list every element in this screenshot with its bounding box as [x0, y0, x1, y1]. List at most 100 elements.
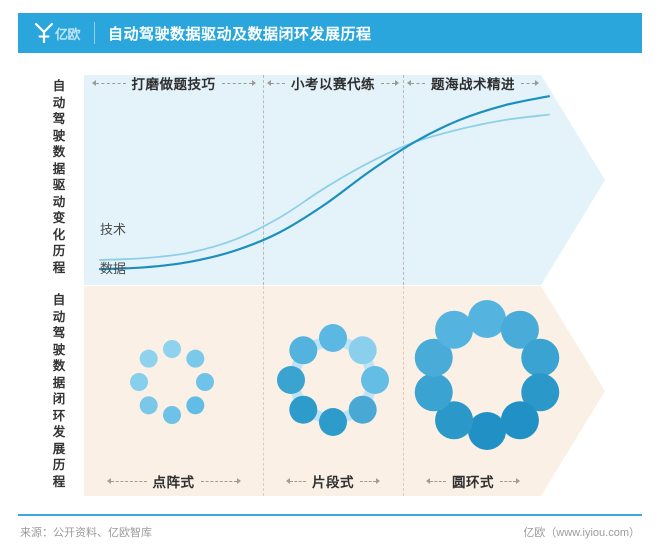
- bottom-phase-1: 点阵式: [84, 470, 263, 492]
- side-label-bottom-char: 展: [52, 441, 66, 456]
- side-label-top-char: 自: [52, 79, 66, 93]
- page-title: 自动驾驶数据驱动及数据闭环发展历程: [108, 25, 372, 43]
- yiou-logo-icon: [34, 22, 54, 44]
- ring-dot: [521, 338, 560, 377]
- logo-text: 亿欧: [55, 26, 81, 42]
- curve-label-tech: 技术: [100, 222, 127, 237]
- side-label-top-char: 程: [52, 260, 66, 275]
- divider-bottom-1: [263, 286, 264, 496]
- side-label-bottom: 自动驾驶数据闭环发展历程: [47, 292, 71, 490]
- bottom-phase-3-label: 圆环式: [452, 475, 494, 490]
- side-label-bottom-char: 程: [52, 474, 66, 489]
- ring-dot: [289, 336, 318, 365]
- ring-pattern-circle: [414, 300, 560, 450]
- side-label-top-char: 动: [52, 95, 66, 110]
- ring-dot: [289, 395, 318, 424]
- ring-dot: [277, 366, 305, 394]
- ring-dot: [468, 300, 506, 338]
- top-phase-2-label: 小考以赛代练: [291, 77, 375, 92]
- arrow-right-icon: [200, 478, 241, 484]
- ring-dot: [348, 336, 377, 365]
- ring-dot: [435, 401, 474, 440]
- ring-dot: [186, 396, 205, 415]
- arrow-left-icon: [426, 478, 446, 484]
- arrow-right-icon: [360, 478, 380, 484]
- arrow-left-icon: [286, 478, 306, 484]
- arrow-left-icon: [267, 80, 285, 86]
- footer-source: 来源：公开资料、亿欧智库: [20, 527, 152, 539]
- side-label-bottom-char: 环: [52, 408, 66, 423]
- ring-dot: [521, 373, 560, 412]
- footer-divider: [18, 514, 642, 516]
- header-bar: 亿欧 自动驾驶数据驱动及数据闭环发展历程: [18, 13, 642, 53]
- ring-dot: [139, 349, 158, 368]
- curve-data: [98, 95, 551, 271]
- bottom-phase-3: 圆环式: [403, 470, 543, 492]
- growth-curve-chart: [98, 95, 551, 271]
- logo: 亿欧: [34, 22, 81, 44]
- side-label-bottom-char: 动: [52, 309, 66, 324]
- side-label-top-char: 驶: [52, 128, 66, 143]
- side-label-top-char: 变: [52, 211, 66, 225]
- ring-pattern-dot-matrix: [130, 340, 214, 424]
- ring-dot: [414, 373, 453, 412]
- side-label-bottom-char: 据: [52, 375, 66, 390]
- arrow-right-icon: [500, 478, 520, 484]
- ring-dot: [468, 412, 506, 450]
- divider-bottom-2: [403, 286, 404, 496]
- arrow-right-icon: [221, 80, 256, 86]
- ring-dot: [500, 401, 539, 440]
- top-phase-1-label: 打磨做题技巧: [131, 77, 216, 92]
- arrow-left-icon: [91, 80, 126, 86]
- ring-dot: [163, 340, 181, 358]
- footer-brand: 亿欧（www.iyiou.com）: [523, 527, 640, 539]
- bottom-phase-2: 片段式: [263, 470, 403, 492]
- ring-dot: [319, 408, 347, 436]
- ring-dot: [130, 373, 148, 391]
- curve-tech: [99, 113, 550, 261]
- side-label-top-char: 驾: [52, 112, 66, 126]
- side-label-bottom-char: 驾: [52, 326, 66, 340]
- header-separator: [94, 22, 96, 44]
- side-label-top: 自动驾驶数据驱动变化历程: [47, 78, 71, 276]
- ring-dot: [348, 395, 377, 424]
- divider-top-1: [263, 75, 264, 285]
- side-label-bottom-char: 驶: [52, 342, 66, 357]
- ring-dot: [319, 324, 347, 352]
- divider-top-2: [403, 75, 404, 285]
- ring-dot: [163, 406, 181, 424]
- top-phase-2: 小考以赛代练: [263, 72, 403, 94]
- arrow-left-icon: [106, 478, 147, 484]
- ring-dot: [186, 349, 205, 368]
- bottom-phase-1-label: 点阵式: [152, 475, 195, 490]
- side-label-top-char: 据: [52, 161, 66, 176]
- ring-dot: [196, 373, 214, 391]
- side-label-top-char: 历: [52, 244, 66, 258]
- side-label-bottom-char: 自: [52, 293, 66, 307]
- side-label-bottom-char: 闭: [52, 392, 66, 406]
- side-label-top-char: 动: [52, 194, 66, 209]
- arrow-right-icon: [521, 80, 539, 86]
- side-label-bottom-char: 发: [52, 425, 66, 439]
- curve-label-data: 数据: [100, 261, 127, 276]
- top-phase-3-label: 题海战术精进: [431, 77, 515, 92]
- ring-dot: [435, 310, 474, 349]
- arrow-left-icon: [407, 80, 425, 86]
- ring-pattern-fragment: [277, 324, 389, 436]
- top-panel: [84, 75, 605, 285]
- ring-dot: [361, 366, 389, 394]
- side-label-top-char: 驱: [52, 178, 66, 192]
- top-phase-row: 打磨做题技巧 小考以赛代练 题海战术精进: [84, 72, 605, 94]
- bottom-phase-row: 点阵式 片段式 圆环式: [84, 470, 605, 492]
- ring-dot: [414, 338, 453, 377]
- top-phase-1: 打磨做题技巧: [84, 72, 263, 94]
- arrow-right-icon: [381, 80, 399, 86]
- bottom-phase-2-label: 片段式: [312, 475, 354, 490]
- side-label-top-char: 化: [52, 227, 66, 242]
- side-label-bottom-char: 数: [52, 359, 66, 373]
- top-phase-3: 题海战术精进: [403, 72, 543, 94]
- side-label-top-char: 数: [52, 145, 66, 159]
- side-label-bottom-char: 历: [52, 458, 66, 472]
- ring-dot: [139, 396, 158, 415]
- ring-dot: [500, 310, 539, 349]
